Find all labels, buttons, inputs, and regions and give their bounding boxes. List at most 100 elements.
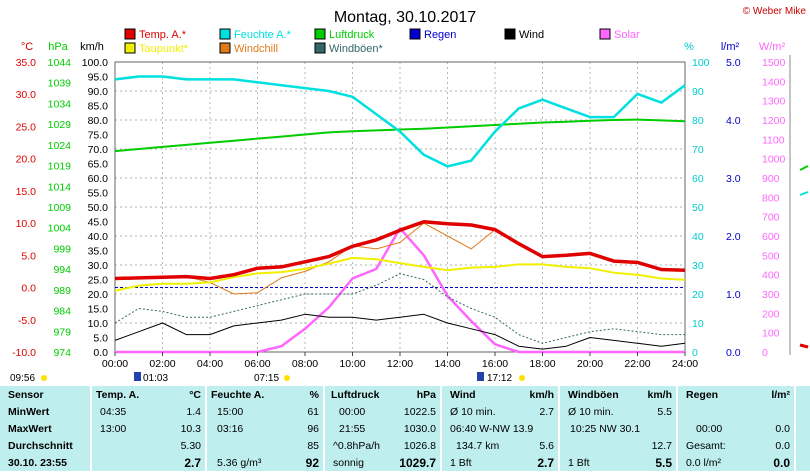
legend-swatch (314, 42, 326, 54)
pressure-tick-label: 1039 (48, 78, 72, 90)
humidity-tick-label: 80 (692, 115, 704, 127)
legend-swatch (124, 42, 136, 54)
x-tick-label: 16:00 (482, 358, 508, 370)
temp-min-value: 1.4 (186, 406, 201, 418)
edge-temp-mark (799, 343, 809, 349)
wind-tick-label: 60.0 (88, 173, 109, 185)
pressure-min-value: 1022.5 (403, 406, 436, 418)
humidity-tick-label: 100 (692, 57, 710, 69)
grid (114, 61, 686, 353)
legend-label: Windchill (234, 43, 278, 55)
legend-label: Feuchte A.* (234, 29, 292, 41)
solar-tick-label: 100 (762, 328, 780, 340)
legend-swatch (219, 42, 231, 54)
stats-col-temp: Temp. A. °C 04:35 1.4 13:00 10.3 5.30 2.7 (90, 386, 207, 471)
wind-distance: 134.7 km (456, 440, 500, 452)
solar-tick-label: 1400 (762, 76, 786, 88)
gusts-current-value: 5.5 (655, 456, 672, 470)
humidity-max-value: 96 (307, 423, 319, 435)
noon-time: 07:15 (254, 373, 279, 383)
wind-tick-label: 70.0 (88, 144, 109, 156)
chart-title: Montag, 30.10.2017 (334, 9, 476, 26)
wind-tick-label: 80.0 (88, 115, 109, 127)
rain-tick-label: 0.0 (726, 347, 741, 359)
sunset-time: 17:12 (487, 373, 512, 383)
wind-tick-label: 40.0 (88, 231, 109, 243)
solar-tick-label: 600 (762, 231, 780, 243)
pressure-tick-label: 1044 (48, 57, 72, 69)
humidity-unit: % (309, 389, 319, 401)
legend-swatch (599, 28, 611, 40)
stats-col-rain: Regen l/m² 00:00 0.0 Gesamt: 0.0 0.0 l/m² 0.… (676, 386, 796, 471)
pressure-tick-label: 994 (53, 264, 71, 276)
humidity-abs-value: 5.36 g/m³ (217, 457, 262, 469)
pressure-unit: hPa (416, 389, 436, 401)
solar-tick-label: 1200 (762, 115, 786, 127)
solar-axis-unit: W/m² (759, 41, 786, 53)
sunset-sun-icon (519, 375, 525, 381)
sunrise-time: 01:03 (143, 373, 168, 383)
axes: 35.0 30.0 25.0 20.0 15.0 10.0 5.0 0.0 -5.0 -10.0 1… (12, 57, 785, 359)
rain-rate: 0.0 l/m² (686, 457, 722, 469)
label-avg: Durchschnitt (8, 440, 73, 452)
x-tick-label: 10:00 (339, 358, 365, 370)
wind-avg-value: 5.6 (539, 440, 554, 452)
pressure-current-value: 1029.7 (399, 456, 436, 470)
temp-max-time: 13:00 (100, 423, 127, 435)
solar-tick-label: 900 (762, 173, 780, 185)
legend-swatch (219, 28, 231, 40)
rain-total-label: Gesamt: (686, 440, 726, 452)
sun-dawn-time: 09:56 (10, 373, 35, 383)
wind-tick-label: 75.0 (88, 130, 109, 142)
wind-tick-label: 10.0 (88, 318, 109, 330)
wind-beaufort: 1 Bft (450, 457, 472, 469)
stats-col-humidity: Feuchte A.% 15:00 61 03:16 96 85 5.36 g/m³… (205, 386, 325, 471)
stats-col-gusts: Windböen km/h Ø 10 min. 5.5 10:25 NW 30.1 … (558, 386, 678, 471)
wind-tick-label: 50.0 (88, 202, 109, 214)
rain-unit: l/m² (771, 389, 790, 401)
gusts-avg-value: 12.7 (651, 440, 672, 452)
series-luftdruck-line (114, 118, 686, 153)
temp-tick-label: 10.0 (16, 218, 37, 230)
temp-tick-label: -5.0 (18, 315, 36, 327)
stats-col-pressure: Luftdruck hPa 00:00 1022.5 21:55 1030.0 ^0.… (323, 386, 442, 471)
series-windb-en-line (114, 273, 685, 344)
temp-tick-label: -10.0 (12, 347, 36, 359)
wind-tick-label: 100.0 (82, 57, 108, 69)
solar-tick-label: 0 (762, 347, 768, 359)
humidity-tick-label: 60 (692, 173, 704, 185)
wind-avg-label: Ø 10 min. (450, 406, 496, 418)
rain-tick-label: 5.0 (726, 57, 741, 69)
pressure-axis-unit: hPa (48, 41, 68, 53)
pressure-avg-value: 1026.8 (403, 440, 436, 452)
temp-min-time: 04:35 (100, 406, 127, 418)
wind-tick-label: 45.0 (88, 217, 109, 229)
wind-tick-label: 55.0 (88, 188, 109, 200)
x-tick-label: 18:00 (529, 358, 555, 370)
humidity-tick-label: 0 (692, 347, 698, 359)
temp-tick-label: 35.0 (16, 57, 37, 69)
humidity-tick-label: 90 (692, 86, 704, 98)
label-current: 30.10. 23:55 (8, 457, 67, 469)
wind-tick-label: 35.0 (88, 246, 109, 258)
pressure-trend: ^0.8hPa/h (333, 440, 380, 452)
pressure-tick-label: 979 (53, 326, 71, 338)
statistics-table: Sensor MinWert MaxWert Durchschnitt 30.1… (0, 386, 810, 471)
solar-tick-label: 800 (762, 192, 780, 204)
edge-pressure-mark (799, 165, 809, 171)
rain-max-value: 0.0 (775, 423, 790, 435)
legend-swatch (124, 28, 136, 40)
wind-avg10-value: 2.7 (539, 406, 554, 418)
wind-tick-label: 30.0 (88, 260, 109, 272)
humidity-tick-label: 50 (692, 202, 704, 214)
humidity-tick-label: 10 (692, 318, 704, 330)
weather-forecast: sonnig (333, 457, 364, 469)
legend-label: Solar (614, 29, 640, 41)
temp-tick-label: 30.0 (16, 89, 37, 101)
wind-tick-label: 85.0 (88, 101, 109, 113)
gusts-beaufort: 1 Bft (568, 457, 590, 469)
rain-tick-label: 3.0 (726, 173, 741, 185)
legend-swatch (409, 28, 421, 40)
humidity-current-value: 92 (305, 456, 319, 470)
solar-tick-label: 300 (762, 289, 780, 301)
